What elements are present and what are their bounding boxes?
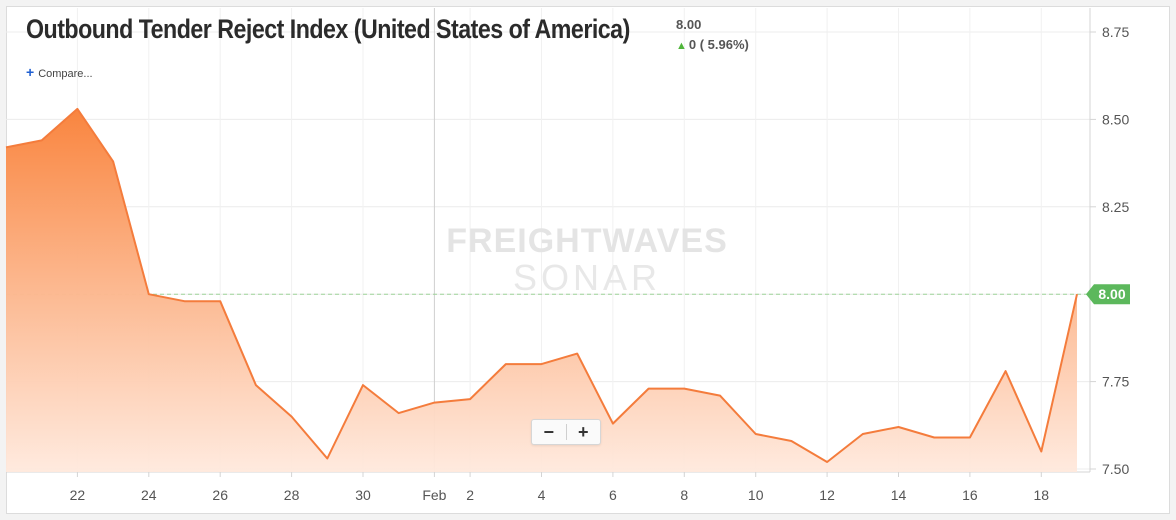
series-area — [6, 108, 1077, 473]
data-point — [647, 387, 649, 389]
data-point — [1040, 450, 1042, 452]
data-point — [219, 300, 221, 302]
y-tick-label: 8.25 — [1102, 199, 1129, 215]
data-point — [183, 300, 185, 302]
data-point — [755, 433, 757, 435]
data-point — [398, 412, 400, 414]
x-tick-label: 30 — [355, 487, 371, 503]
y-tick-label: 7.50 — [1102, 461, 1129, 477]
compare-label: Compare... — [38, 68, 93, 80]
change-text: 0 ( 5.96%) — [688, 37, 749, 52]
last-value: 8.00 — [676, 17, 702, 32]
x-tick-label: 28 — [284, 487, 300, 503]
data-point — [1004, 370, 1006, 372]
series-line — [5, 107, 1078, 463]
data-point — [540, 363, 542, 365]
data-point — [255, 384, 257, 386]
x-tick-label: 2 — [466, 487, 474, 503]
change-indicator: ▲ 0 ( 5.96%) — [676, 37, 749, 52]
data-point — [576, 352, 578, 354]
x-tick-label: 10 — [748, 487, 764, 503]
data-point — [790, 440, 792, 442]
data-point — [505, 363, 507, 365]
compare-button[interactable]: + Compare... — [26, 64, 93, 80]
zoom-divider — [565, 424, 567, 440]
y-tick-label: 8.50 — [1102, 111, 1129, 127]
x-tick-label: 14 — [891, 487, 907, 503]
data-point — [933, 436, 935, 438]
x-tick-label: 6 — [609, 487, 617, 503]
x-tick-label: 16 — [962, 487, 978, 503]
data-point — [612, 422, 614, 424]
x-tick-label: 12 — [819, 487, 835, 503]
data-point — [969, 436, 971, 438]
x-tick-label: 24 — [141, 487, 157, 503]
data-point — [719, 394, 721, 396]
watermark-line1: FREIGHTWAVES — [446, 222, 728, 260]
data-point — [433, 401, 435, 403]
data-point — [1076, 293, 1078, 295]
x-tick-label: 26 — [212, 487, 228, 503]
chart-title: Outbound Tender Reject Index (United Sta… — [26, 14, 630, 44]
zoom-control: − + — [531, 419, 601, 445]
data-point — [112, 160, 114, 162]
watermark-line2: SONAR — [513, 257, 661, 298]
data-point — [862, 433, 864, 435]
data-point — [897, 426, 899, 428]
watermark: FREIGHTWAVES SONAR — [446, 222, 728, 298]
data-point — [41, 139, 43, 141]
data-point — [5, 146, 7, 148]
x-tick-label: 18 — [1034, 487, 1050, 503]
plus-icon: + — [26, 64, 35, 80]
zoom-in-button[interactable]: + — [577, 422, 589, 442]
zoom-out-button[interactable]: − — [543, 422, 554, 442]
y-tick-label: 7.75 — [1102, 374, 1129, 390]
last-value-badge — [1086, 284, 1130, 305]
data-point — [290, 415, 292, 417]
y-tick-label: 8.75 — [1102, 24, 1129, 40]
data-point — [76, 108, 78, 110]
data-point — [469, 398, 471, 400]
x-tick-label: 22 — [70, 487, 86, 503]
x-tick-label: Feb — [422, 487, 446, 503]
data-point — [826, 461, 828, 463]
data-point — [683, 387, 685, 389]
x-tick-label: 8 — [680, 487, 688, 503]
last-value-badge-label: 8.00 — [1098, 286, 1125, 302]
up-arrow-icon: ▲ — [676, 40, 687, 52]
data-point — [326, 457, 328, 459]
data-point — [362, 384, 364, 386]
data-point — [148, 293, 150, 295]
x-tick-label: 4 — [538, 487, 546, 503]
